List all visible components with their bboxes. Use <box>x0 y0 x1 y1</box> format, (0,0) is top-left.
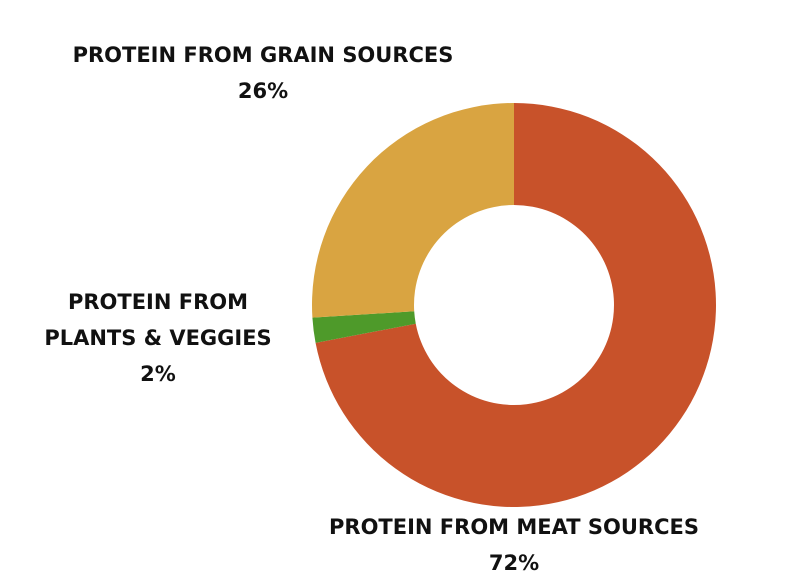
slice-label: PROTEIN FROM MEAT SOURCES 72% <box>294 509 734 581</box>
category-label: PROTEIN FROM PLANTS & VEGGIES <box>44 290 272 350</box>
donut-slice <box>315 103 716 507</box>
value-label: 72% <box>488 551 540 575</box>
value-label: 26% <box>237 79 289 103</box>
category-label: PROTEIN FROM MEAT SOURCES <box>329 515 699 539</box>
slice-label: PROTEIN FROM PLANTS & VEGGIES 2% <box>28 284 288 392</box>
donut-slice <box>312 311 416 343</box>
donut-slice <box>311 103 514 318</box>
slice-label: PROTEIN FROM GRAIN SOURCES 26% <box>33 37 493 109</box>
value-label: 2% <box>140 362 176 386</box>
category-label: PROTEIN FROM GRAIN SOURCES <box>72 43 454 67</box>
